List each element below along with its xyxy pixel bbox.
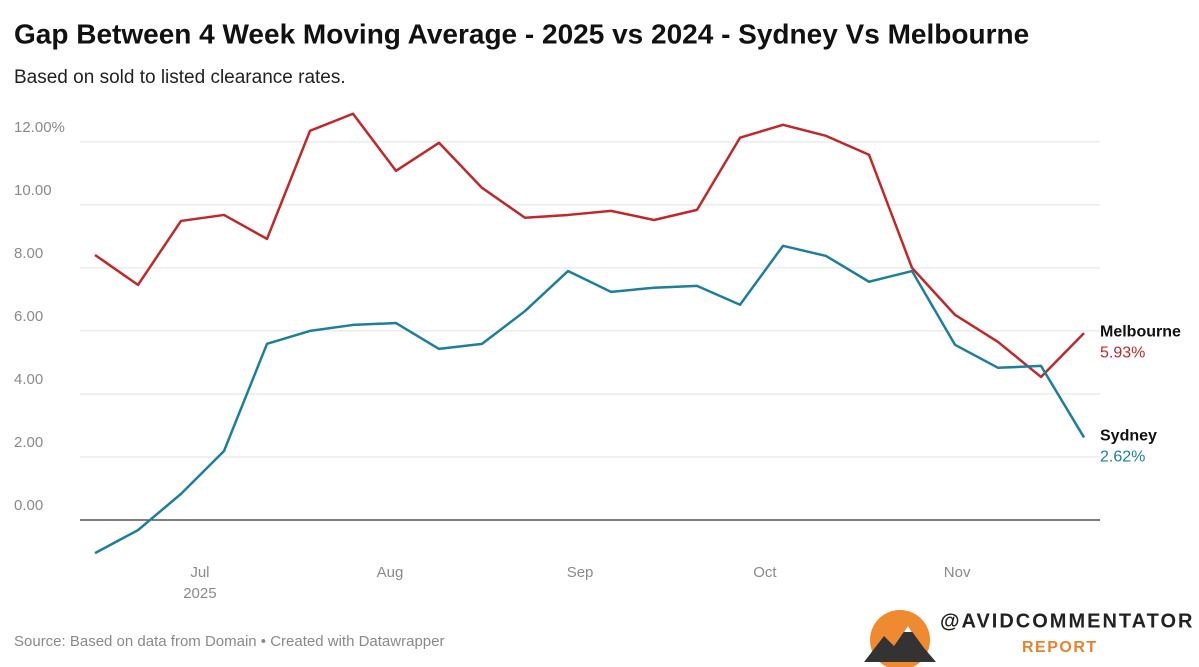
series-name: Melbourne xyxy=(1100,323,1181,340)
y-tick-label: 12.00% xyxy=(14,119,65,136)
x-tick-label: Oct xyxy=(753,564,777,581)
chart-subtitle: Based on sold to listed clearance rates. xyxy=(14,67,346,88)
chart-title: Gap Between 4 Week Moving Average - 2025… xyxy=(14,18,1029,49)
x-tick-label: Sep xyxy=(567,564,594,581)
x-sublabel: 2025 xyxy=(183,585,216,602)
source-note: Source: Based on data from Domain • Crea… xyxy=(14,633,444,650)
x-tick-label: Aug xyxy=(377,564,404,581)
y-tick-label: 6.00 xyxy=(14,308,43,325)
logo-mountains xyxy=(864,626,936,662)
series-line xyxy=(94,112,1085,379)
y-tick-label: 4.00 xyxy=(14,371,43,388)
y-tick-label: 2.00 xyxy=(14,434,43,451)
y-tick-label: 8.00 xyxy=(14,245,43,262)
series-end-value: 5.93% xyxy=(1100,344,1145,361)
series-line xyxy=(94,244,1086,555)
logo-snow xyxy=(904,626,912,632)
series-end-value: 2.62% xyxy=(1100,449,1145,466)
y-tick-label: 10.00 xyxy=(14,182,52,199)
brand-logo xyxy=(864,610,936,667)
x-tick-label: Jul xyxy=(190,564,209,581)
brand-sub: REPORT xyxy=(1022,639,1098,656)
series-name: Sydney xyxy=(1100,428,1157,445)
x-tick-label: Nov xyxy=(944,564,971,581)
y-tick-label: 0.00 xyxy=(14,497,43,514)
brand-name: @AVIDCOMMENTATOR xyxy=(940,610,1194,632)
